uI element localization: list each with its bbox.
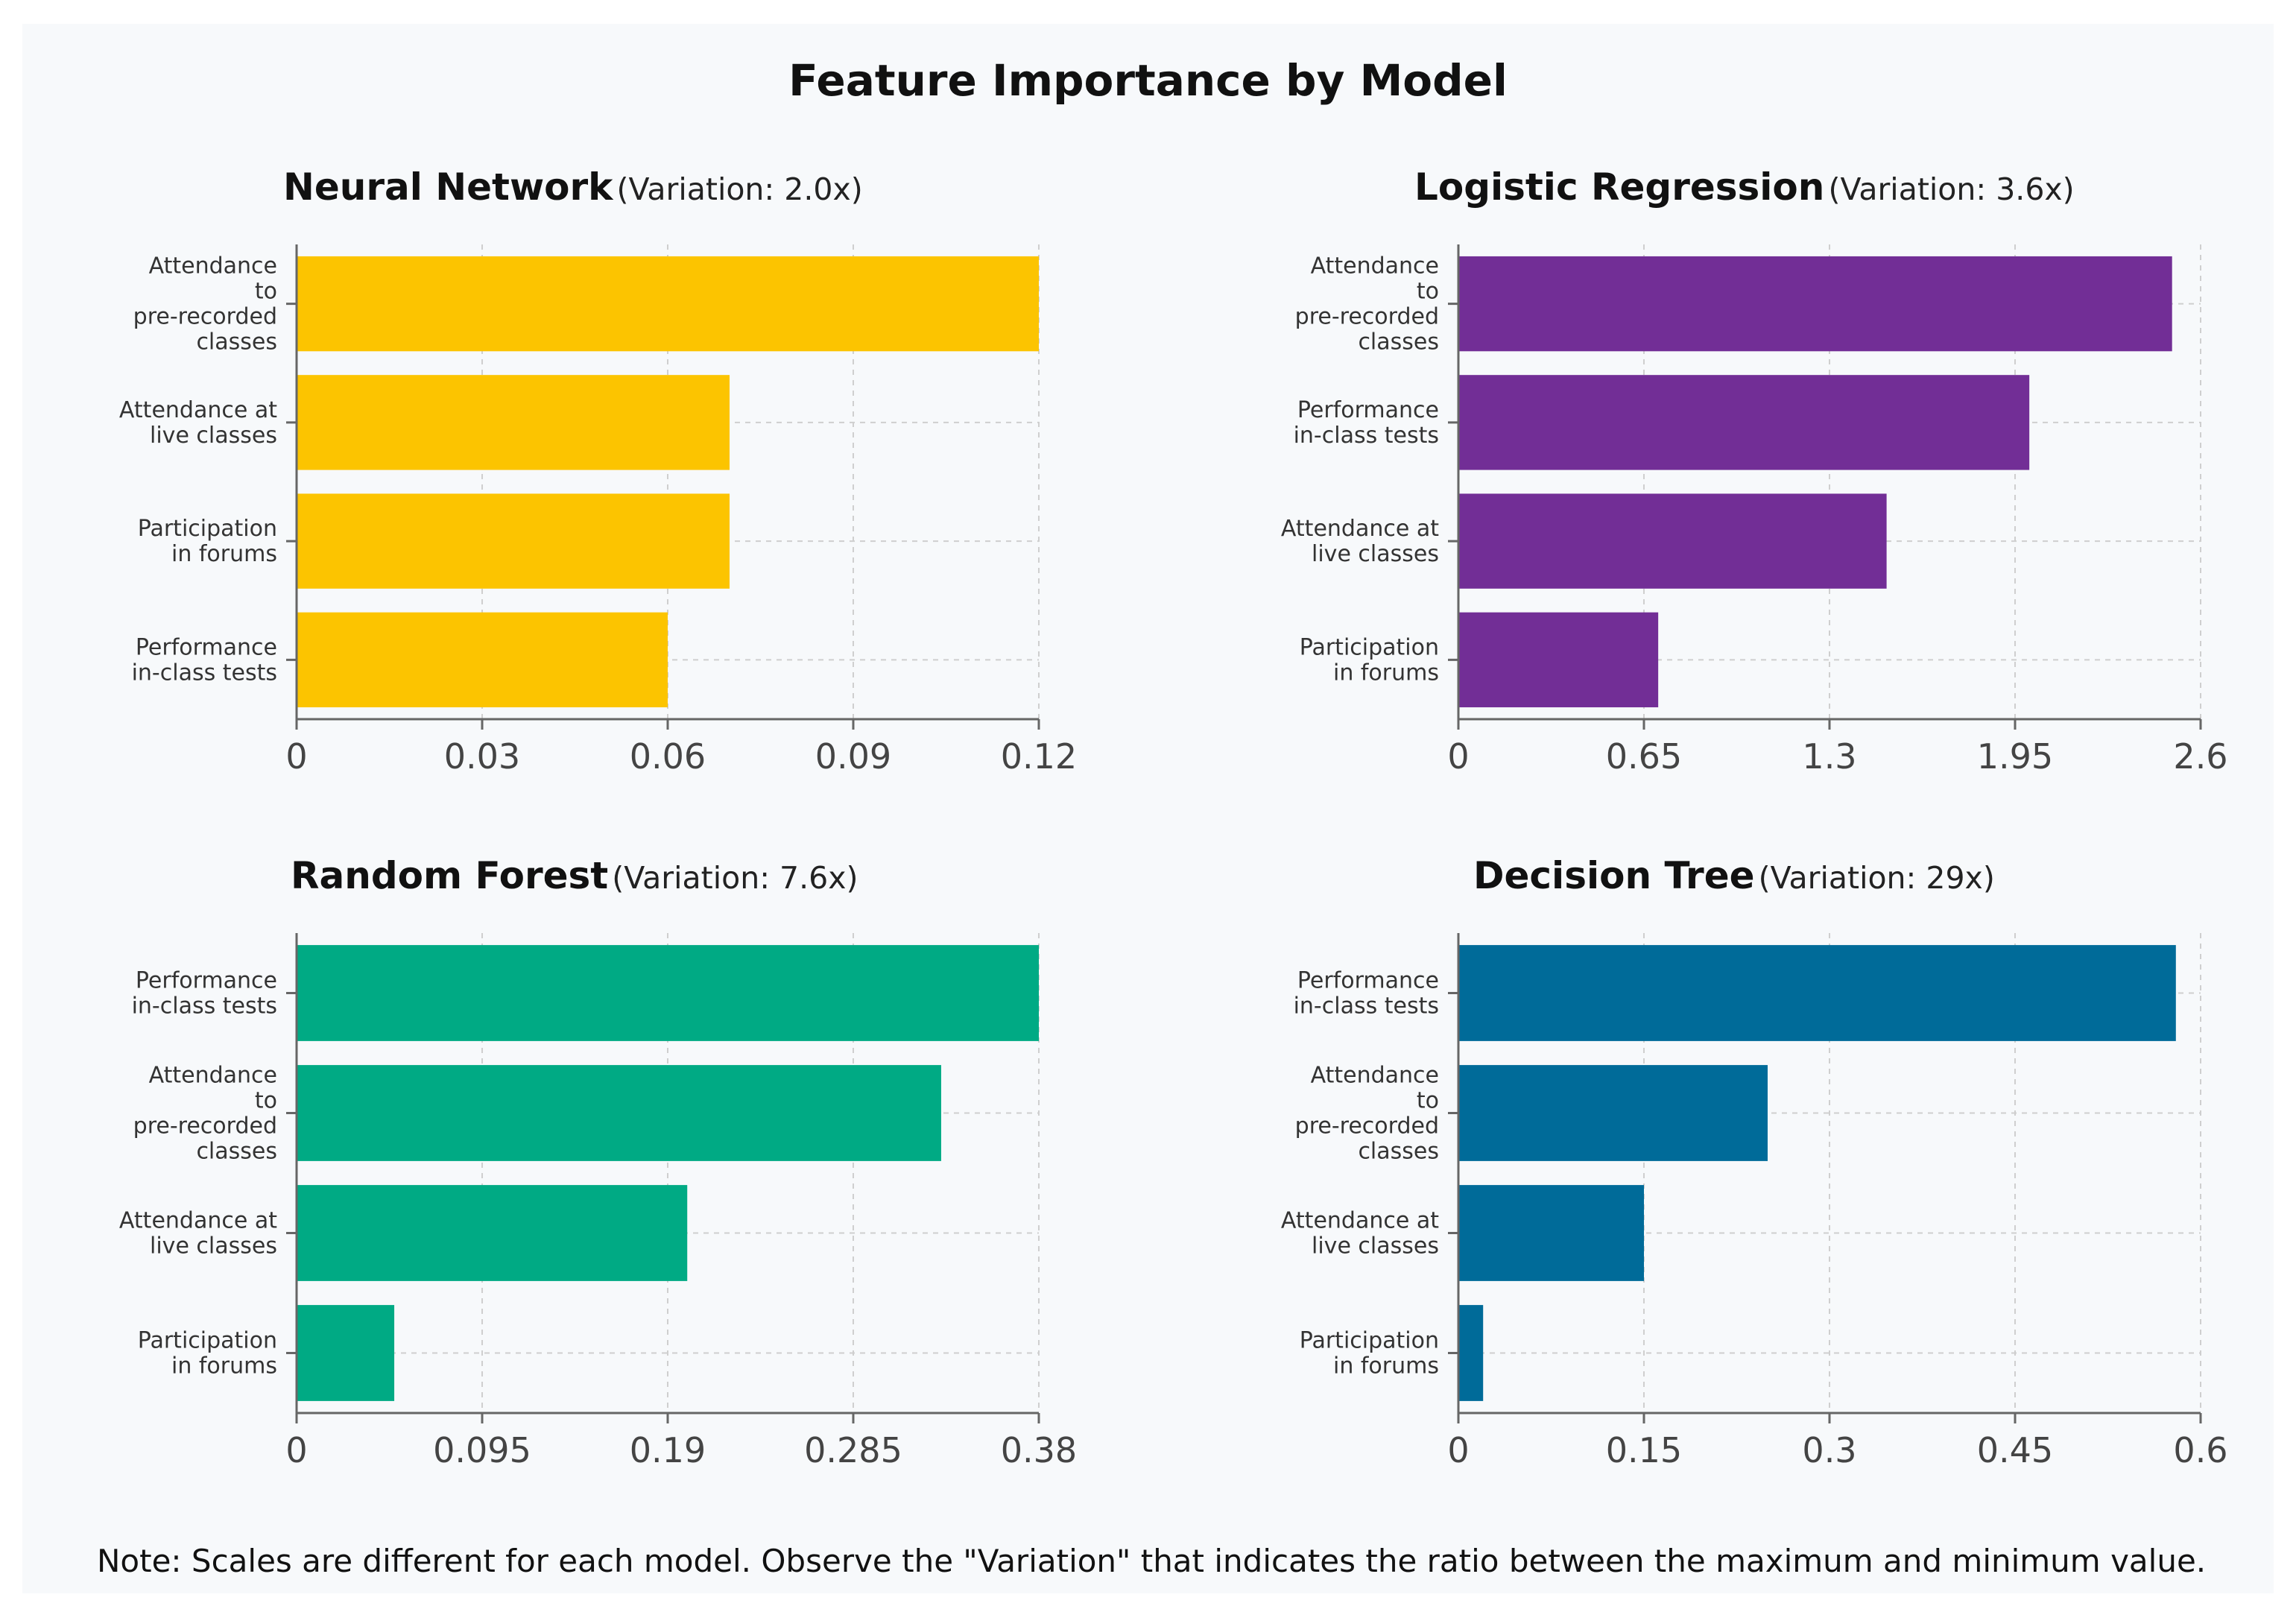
x-tick-label: 0.45 xyxy=(1977,1430,2053,1470)
chart-title-1: Logistic Regression (Variation: 3.6x) xyxy=(1414,165,2075,209)
x-tick-label: 0.12 xyxy=(1001,736,1077,777)
x-tick-label: 0.03 xyxy=(444,736,520,777)
chart-title-0: Neural Network (Variation: 2.0x) xyxy=(283,165,863,209)
x-tick-label: 0 xyxy=(285,736,307,777)
x-tick-label: 1.3 xyxy=(1802,736,1856,777)
x-tick-label: 0.15 xyxy=(1606,1430,1682,1470)
chart-name: Random Forest xyxy=(291,854,609,897)
x-tick-label: 0.6 xyxy=(2173,1430,2227,1470)
bar xyxy=(297,493,730,589)
y-tick-label: Attendance to pre-recorded classes xyxy=(133,253,277,355)
x-tick-label: 0.06 xyxy=(630,736,706,777)
chart-variation: (Variation: 3.6x) xyxy=(1828,171,2075,207)
chart-variation: (Variation: 29x) xyxy=(1758,860,1995,896)
bar xyxy=(297,1185,688,1281)
y-tick-label: Attendance to pre-recorded classes xyxy=(1295,253,1439,355)
bar xyxy=(297,945,1039,1041)
y-tick-label: Participation in forums xyxy=(1300,1328,1439,1379)
x-tick-label: 0.19 xyxy=(630,1430,706,1470)
y-tick-label: Attendance at live classes xyxy=(1281,516,1439,567)
bar xyxy=(1458,612,1659,708)
bar xyxy=(1458,1065,1768,1161)
y-tick-label: Participation in forums xyxy=(138,516,277,567)
bar xyxy=(1458,256,2172,352)
chart-title-2: Random Forest (Variation: 7.6x) xyxy=(291,854,858,897)
y-tick-label: Attendance to pre-recorded classes xyxy=(133,1063,277,1165)
y-tick-label: Performance in-class tests xyxy=(1294,968,1439,1020)
bar xyxy=(297,375,730,470)
bar xyxy=(297,256,1039,352)
x-tick-label: 0.65 xyxy=(1606,736,1682,777)
y-tick-label: Performance in-class tests xyxy=(1294,397,1439,449)
y-tick-label: Attendance at live classes xyxy=(119,397,277,449)
chart-name: Neural Network xyxy=(283,165,613,209)
bar xyxy=(297,1305,395,1401)
chart-name: Decision Tree xyxy=(1473,854,1755,897)
bar xyxy=(1458,493,1887,589)
x-tick-label: 0.09 xyxy=(815,736,891,777)
chart-variation: (Variation: 2.0x) xyxy=(616,171,863,207)
bar xyxy=(1458,375,2030,470)
y-tick-label: Participation in forums xyxy=(138,1328,277,1379)
y-tick-label: Attendance to pre-recorded classes xyxy=(1295,1063,1439,1165)
bar xyxy=(297,1065,941,1161)
chart-name: Logistic Regression xyxy=(1414,165,1825,209)
x-tick-label: 2.6 xyxy=(2173,736,2227,777)
bar xyxy=(297,612,668,708)
y-tick-label: Performance in-class tests xyxy=(132,968,277,1020)
bar xyxy=(1458,1185,1644,1281)
x-tick-label: 0.38 xyxy=(1001,1430,1077,1470)
x-tick-label: 0.095 xyxy=(433,1430,531,1470)
footnote: Note: Scales are different for each mode… xyxy=(97,1543,2207,1579)
y-tick-label: Participation in forums xyxy=(1300,634,1439,686)
y-tick-label: Performance in-class tests xyxy=(132,634,277,686)
figure-title: Feature Importance by Model xyxy=(788,55,1508,106)
y-tick-label: Attendance at live classes xyxy=(119,1208,277,1259)
chart-variation: (Variation: 7.6x) xyxy=(612,860,858,896)
y-tick-label: Attendance at live classes xyxy=(1281,1208,1439,1259)
bar xyxy=(1458,1305,1484,1401)
x-tick-label: 0.3 xyxy=(1802,1430,1856,1470)
x-tick-label: 0 xyxy=(285,1430,307,1470)
x-tick-label: 0.285 xyxy=(804,1430,902,1470)
x-tick-label: 0 xyxy=(1447,736,1469,777)
chart-title-3: Decision Tree (Variation: 29x) xyxy=(1473,854,1995,897)
bar xyxy=(1458,945,2176,1041)
x-tick-label: 0 xyxy=(1447,1430,1469,1470)
x-tick-label: 1.95 xyxy=(1977,736,2053,777)
